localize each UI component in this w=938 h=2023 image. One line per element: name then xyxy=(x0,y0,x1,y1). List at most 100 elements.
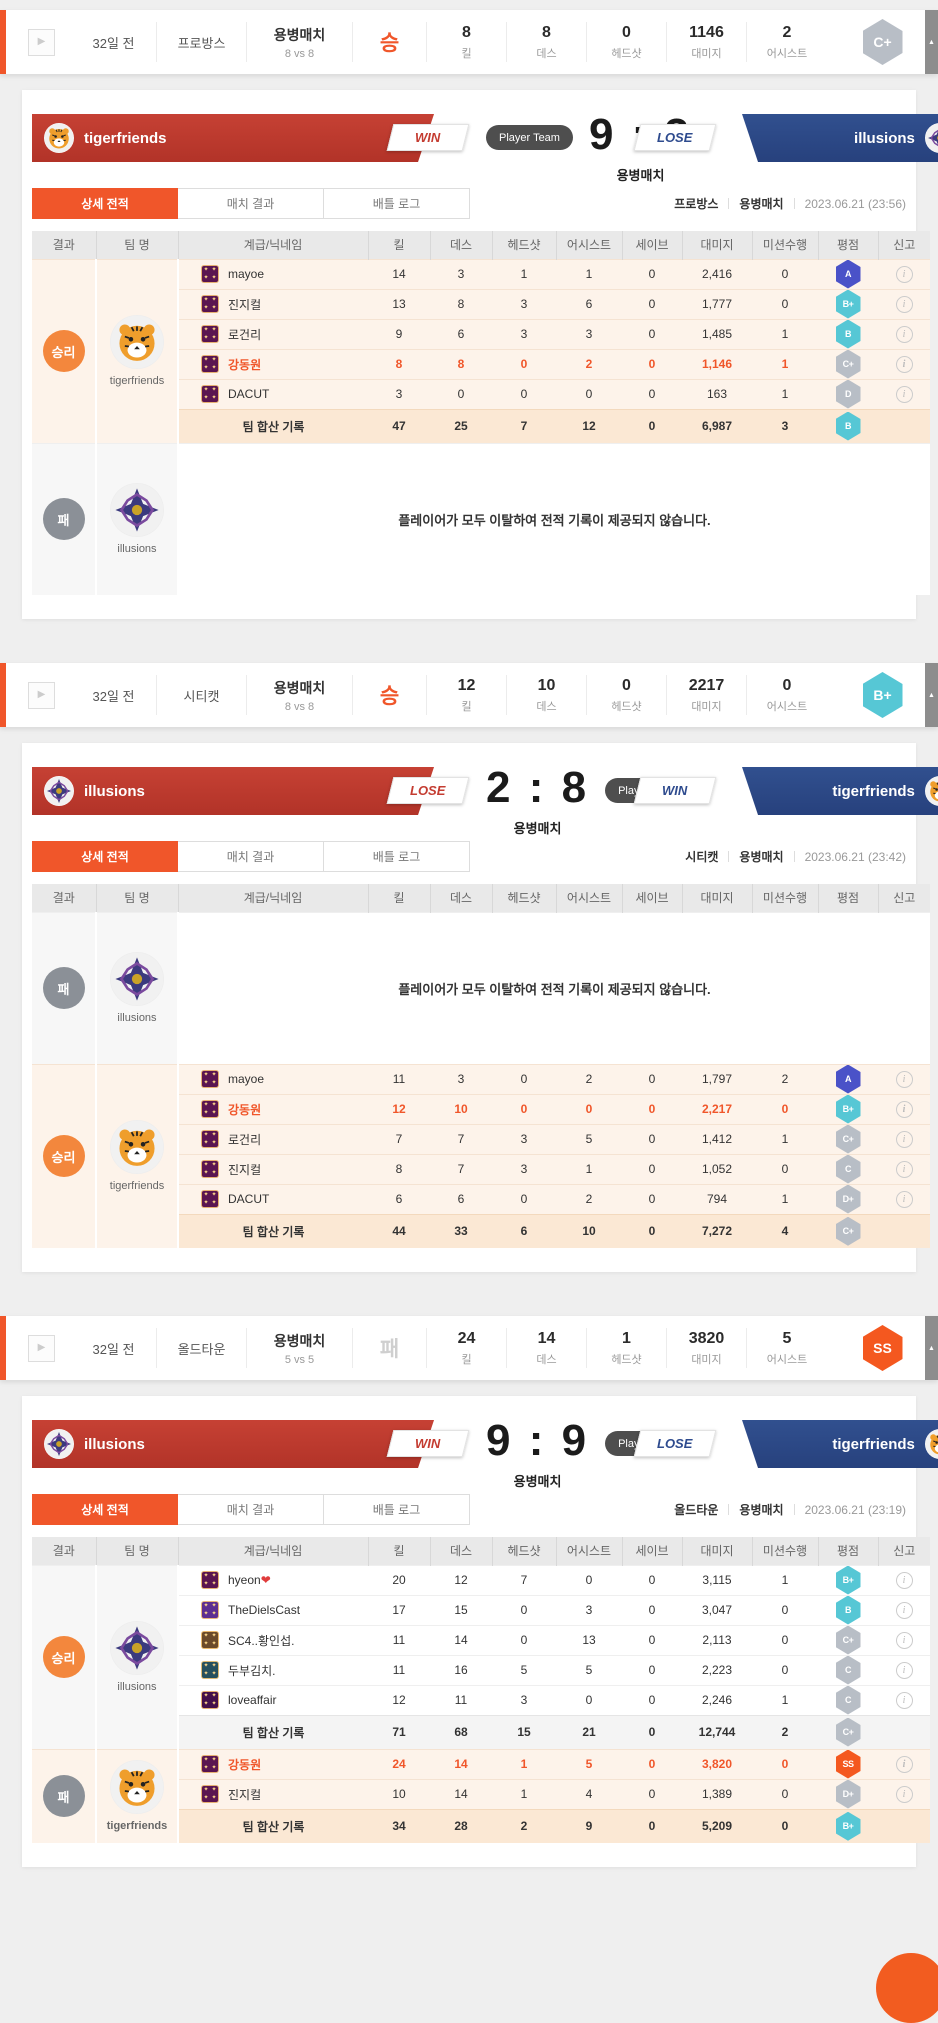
stat-cell: 9 xyxy=(368,318,430,349)
rank-icon: ✦ ✦ ✦ ✦ xyxy=(201,1160,219,1178)
match-summary-bar[interactable]: ▶ 32일 전 시티캣 용병매치 8 vs 8 승 12 킬 10 데스 0 헤드샷 … xyxy=(0,663,938,727)
total-label: 팀 합산 기록 xyxy=(178,1808,368,1843)
stat-cell: 24 xyxy=(368,1748,430,1779)
player-nickname[interactable]: 강동원 xyxy=(228,1757,262,1772)
report-cell xyxy=(878,1714,930,1749)
tab-battle-log[interactable]: 배틀 로그 xyxy=(324,188,470,219)
stat-label: 어시스트 xyxy=(766,47,808,60)
player-nickname[interactable]: hyeon❤ xyxy=(228,1573,271,1587)
player-cell: ✦ ✦ ✦ ✦ 강동원 xyxy=(178,348,368,379)
report-icon[interactable]: i xyxy=(895,1070,913,1088)
stat-cell: 0 xyxy=(622,1654,682,1685)
player-nickname[interactable]: 강동원 xyxy=(228,357,262,372)
stat-cell: 2,416 xyxy=(682,258,752,289)
player-row: ✦ ✦ ✦ ✦ 강동원 8 8 0 2 0 1,146 1 C+ i xyxy=(32,348,930,379)
total-stat-cell: 33 xyxy=(430,1213,492,1248)
report-icon[interactable]: i xyxy=(895,1100,913,1118)
rating-cell: A xyxy=(818,258,878,289)
tab-detail-record[interactable]: 상세 전적 xyxy=(32,841,178,872)
match-summary-bar[interactable]: ▶ 32일 전 올드타운 용병매치 5 vs 5 패 24 킬 14 데스 1 헤드샷… xyxy=(0,1316,938,1380)
tab-detail-record[interactable]: 상세 전적 xyxy=(32,1494,178,1525)
match-score: 9 : 9 xyxy=(486,1416,590,1465)
rating-cell: C+ xyxy=(818,1123,878,1154)
rating-badge: C+ xyxy=(835,1717,861,1747)
report-cell: i xyxy=(878,1594,930,1625)
player-nickname[interactable]: SC4..황인섭. xyxy=(228,1633,295,1648)
player-nickname[interactable]: 로건리 xyxy=(228,327,262,342)
player-nickname[interactable]: mayoe xyxy=(228,267,265,281)
player-cell: ✦ ✦ ✦ ✦ mayoe xyxy=(178,1063,368,1094)
report-icon[interactable]: i xyxy=(895,1571,913,1589)
rank-icon: ✦ ✦ ✦ ✦ xyxy=(201,1100,219,1118)
tab-battle-log[interactable]: 배틀 로그 xyxy=(324,841,470,872)
collapse-strip[interactable]: ▲ xyxy=(925,663,938,727)
report-icon[interactable]: i xyxy=(895,1691,913,1709)
report-icon[interactable]: i xyxy=(895,295,913,313)
stat-value: 2217 xyxy=(688,676,725,694)
collapse-arrow-icon: ▲ xyxy=(928,1344,935,1352)
stat-cell: 6 xyxy=(430,1183,492,1214)
stat-cell: 0 xyxy=(556,378,622,409)
player-nickname[interactable]: mayoe xyxy=(228,1072,265,1086)
stat-cell: 0 xyxy=(622,348,682,379)
report-icon[interactable]: i xyxy=(895,1601,913,1619)
column-header: 킬 xyxy=(367,884,430,912)
player-nickname[interactable]: 두부김치. xyxy=(228,1663,276,1678)
stat-cell: 0 xyxy=(492,1594,556,1625)
tab-detail-record[interactable]: 상세 전적 xyxy=(32,188,178,219)
tab-match-result[interactable]: 매치 결과 xyxy=(178,1494,324,1525)
team-logo xyxy=(924,1429,938,1459)
player-nickname[interactable]: DACUT xyxy=(228,387,270,401)
stat-cell: 0 xyxy=(430,378,492,409)
player-nickname[interactable]: 로건리 xyxy=(228,1132,262,1147)
column-header: 어시스트 xyxy=(555,231,622,259)
section-team: tigerfriends xyxy=(96,1063,179,1248)
collapse-strip[interactable]: ▲ xyxy=(925,10,938,74)
player-row: ✦ ✦ ✦ ✦ SC4..황인섭. 11 14 0 13 0 2,113 0 C+ i xyxy=(32,1624,930,1655)
report-icon[interactable]: i xyxy=(895,1190,913,1208)
match-summary-bar[interactable]: ▶ 32일 전 프로방스 용병매치 8 vs 8 승 8 킬 8 데스 0 헤드샷 1… xyxy=(0,10,938,74)
stat-value: 24 xyxy=(457,1329,476,1347)
stat-cell: 3 xyxy=(492,288,556,319)
report-icon[interactable]: i xyxy=(895,1631,913,1649)
report-icon[interactable]: i xyxy=(895,325,913,343)
report-icon[interactable]: i xyxy=(895,1755,913,1773)
collapse-strip[interactable]: ▲ xyxy=(925,1316,938,1380)
report-icon[interactable]: i xyxy=(895,265,913,283)
report-icon[interactable]: i xyxy=(895,1785,913,1803)
player-row: ✦ ✦ ✦ ✦ 로건리 7 7 3 5 0 1,412 1 C+ i xyxy=(32,1123,930,1154)
player-nickname[interactable]: 진지컬 xyxy=(228,297,262,312)
report-icon[interactable]: i xyxy=(895,1160,913,1178)
report-cell xyxy=(878,408,930,443)
player-nickname[interactable]: 진지컬 xyxy=(228,1162,262,1177)
report-icon[interactable]: i xyxy=(895,1661,913,1679)
report-icon[interactable]: i xyxy=(895,385,913,403)
stat-cell: 0 xyxy=(622,318,682,349)
team-name: illusions xyxy=(84,782,145,800)
report-icon[interactable]: i xyxy=(895,355,913,373)
player-nickname[interactable]: TheDielsCast xyxy=(228,1603,301,1617)
player-nickname[interactable]: 강동원 xyxy=(228,1102,262,1117)
tab-match-result[interactable]: 매치 결과 xyxy=(178,188,324,219)
player-nickname[interactable]: loveaffair xyxy=(228,1693,277,1707)
play-button[interactable]: ▶ xyxy=(28,1334,55,1362)
play-button[interactable]: ▶ xyxy=(28,681,55,709)
column-header: 신고 xyxy=(877,884,930,912)
stat-cell: 14 xyxy=(430,1624,492,1655)
stat-cell: 0 xyxy=(622,1594,682,1625)
report-icon[interactable]: i xyxy=(895,1130,913,1148)
play-icon: ▶ xyxy=(37,36,46,47)
player-nickname[interactable]: 진지컬 xyxy=(228,1787,262,1802)
column-header: 신고 xyxy=(877,231,930,259)
result-circle: 패 xyxy=(42,1775,85,1818)
team-name: illusions xyxy=(117,1012,157,1024)
scroll-top-button[interactable] xyxy=(876,1953,938,2023)
stat-cell: 0 xyxy=(752,1778,818,1809)
section-result: 승리 xyxy=(32,258,97,443)
play-button[interactable]: ▶ xyxy=(28,28,55,56)
tab-match-result[interactable]: 매치 결과 xyxy=(178,841,324,872)
tab-battle-log[interactable]: 배틀 로그 xyxy=(324,1494,470,1525)
player-nickname[interactable]: DACUT xyxy=(228,1192,270,1206)
rating-badge: A xyxy=(835,259,861,289)
